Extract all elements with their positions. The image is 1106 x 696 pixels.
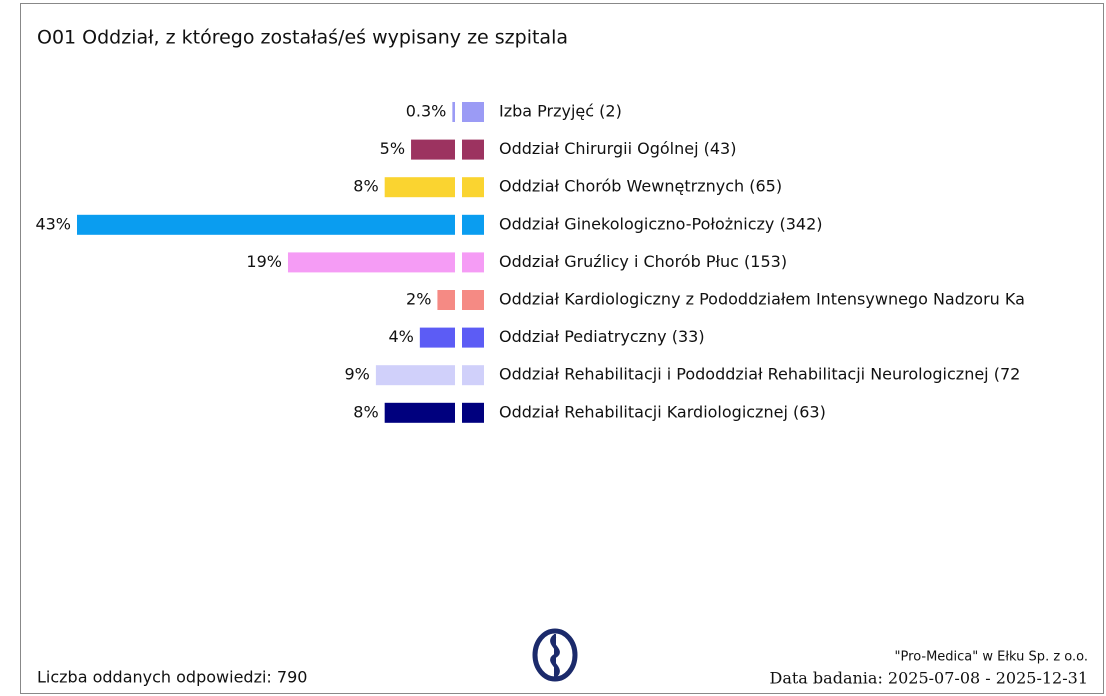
legend-swatch (462, 327, 484, 348)
plot: O01 Oddział, z którego zostałaś/eś wypis… (35, 27, 1088, 688)
survey-date: Data badania: 2025-07-08 - 2025-12-31 (770, 669, 1089, 688)
bar (437, 290, 455, 310)
category-label: Oddział Chorób Wewnętrznych (65) (499, 177, 782, 196)
bar (375, 365, 455, 386)
bar (384, 177, 455, 198)
value-label: 2% (406, 290, 431, 309)
organization: "Pro-Medica" w Ełku Sp. z o.o. (895, 650, 1088, 665)
category-label: Oddział Rehabilitacji i Pododdział Rehab… (499, 365, 1020, 384)
value-label: 4% (388, 327, 413, 346)
legend-swatch (462, 365, 484, 386)
chart-title: O01 Oddział, z którego zostałaś/eś wypis… (37, 27, 568, 49)
bar (419, 327, 455, 348)
frame (20, 3, 1104, 694)
bar (287, 252, 455, 273)
legend-swatch (462, 177, 484, 198)
value-label: 8% (353, 177, 378, 196)
category-label: Oddział Ginekologiczno-Położniczy (342) (499, 214, 823, 233)
legend-swatch (462, 252, 484, 273)
value-label: 9% (344, 365, 369, 384)
category-label: Izba Przyjęć (2) (499, 102, 622, 121)
bar (452, 102, 455, 122)
bar (384, 402, 455, 423)
legend-swatch (462, 290, 484, 310)
legend-swatch (462, 139, 484, 160)
category-label: Oddział Gruźlicy i Chorób Płuc (153) (499, 252, 787, 271)
bar (77, 214, 455, 235)
value-label: 5% (380, 139, 405, 158)
bar (411, 139, 455, 160)
legend-swatch (462, 214, 484, 235)
category-label: Oddział Pediatryczny (33) (499, 327, 705, 346)
category-label: Oddział Chirurgii Ogólnej (43) (499, 139, 736, 158)
legend-swatch (462, 402, 484, 423)
responses: Liczba oddanych odpowiedzi: 790 (37, 668, 307, 687)
category-label: Oddział Kardiologiczny z Pododdziałem In… (499, 290, 1025, 309)
value-label: 43% (35, 214, 71, 233)
category-label: Oddział Rehabilitacji Kardiologicznej (6… (499, 402, 826, 421)
value-label: 19% (246, 252, 282, 271)
value-label: 0.3% (406, 102, 447, 121)
legend-swatch (462, 102, 484, 122)
value-label: 8% (353, 402, 378, 421)
logo (532, 628, 578, 682)
